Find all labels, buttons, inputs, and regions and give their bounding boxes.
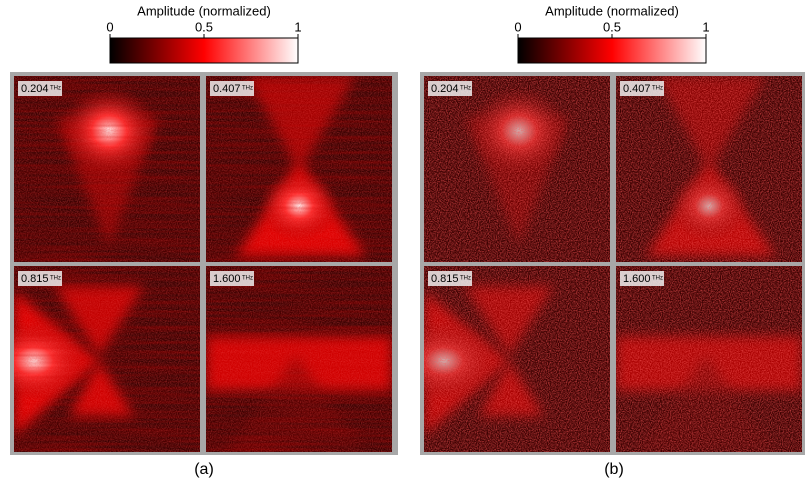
frequency-label: 0.815 — [21, 273, 49, 285]
frequency-unit: THz — [50, 86, 61, 92]
frequency-label: 1.600 — [623, 273, 651, 285]
colorbar — [518, 38, 706, 63]
panel-caption: (b) — [604, 461, 624, 478]
colorbar-tick-label: 1 — [702, 19, 709, 34]
frequency-unit: THz — [460, 86, 471, 92]
frequency-label: 0.204 — [431, 83, 459, 95]
colorbar — [110, 38, 298, 63]
colorbar-label: Amplitude (normalized) — [137, 3, 271, 18]
panel-caption: (a) — [194, 461, 214, 478]
frequency-label: 0.407 — [623, 83, 651, 95]
colorbar-tick-label: 0 — [106, 19, 113, 34]
frequency-label: 0.204 — [21, 83, 49, 95]
colorbar-tick-label: 0 — [514, 19, 521, 34]
frequency-unit: THz — [460, 276, 471, 282]
frequency-unit: THz — [652, 276, 663, 282]
figure: Amplitude (normalized)00.510.204THz0.407… — [0, 0, 805, 485]
frequency-unit: THz — [242, 86, 253, 92]
colorbar-tick-label: 0.5 — [603, 19, 621, 34]
colorbar-tick-label: 1 — [294, 19, 301, 34]
frequency-label: 0.815 — [431, 273, 459, 285]
frequency-unit: THz — [242, 276, 253, 282]
frequency-unit: THz — [652, 86, 663, 92]
colorbar-label: Amplitude (normalized) — [545, 3, 679, 18]
frequency-label: 1.600 — [213, 273, 241, 285]
colorbar-tick-label: 0.5 — [195, 19, 213, 34]
frequency-label: 0.407 — [213, 83, 241, 95]
frequency-unit: THz — [50, 276, 61, 282]
